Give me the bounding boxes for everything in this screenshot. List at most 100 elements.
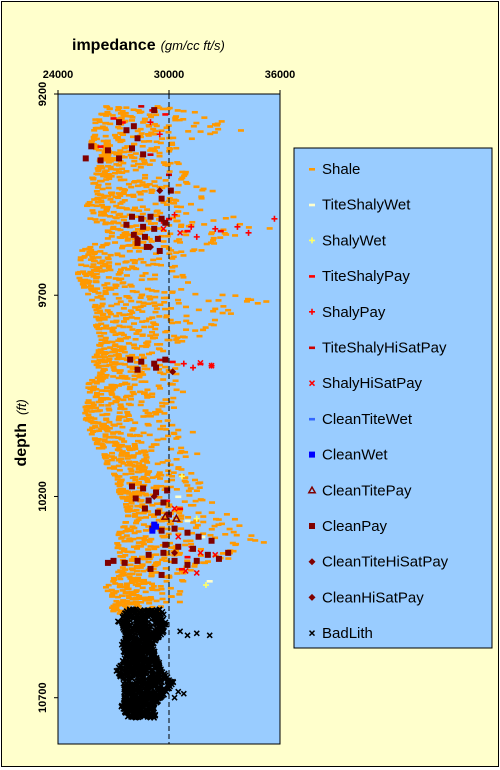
shale-point [121,574,127,577]
shale-point [127,577,133,580]
shale-point [178,225,184,228]
shale-point [119,171,125,174]
shale-point [210,310,216,313]
legend-marker [309,418,315,421]
shale-point [107,108,113,111]
shale-point [180,254,186,257]
shale-point [130,435,136,438]
legend-label: CleanHiSatPay [322,589,424,606]
shale-point [135,185,141,188]
shale-point [149,191,155,194]
shale-point [104,460,110,463]
shale-point [191,125,197,128]
shale-point [148,449,154,452]
shale-point [185,130,191,133]
shale-point [90,178,96,181]
shale-point [134,566,140,569]
shale-point [160,425,166,428]
shale-point [124,383,130,386]
shale-point [131,108,137,111]
shale-point [97,262,103,265]
shale-point [89,433,95,436]
shale-point [131,143,137,146]
shale-point [140,205,146,208]
shale-point [116,575,122,578]
shale-point [192,293,198,296]
shale-point [228,312,234,315]
shale-point [188,569,194,572]
shale-point [123,303,129,306]
shale-point [196,511,202,514]
shale-point [177,241,183,244]
shale-point [160,378,166,381]
shale-point [117,551,123,554]
shale-point [139,400,145,403]
cleanpay-point [131,123,137,129]
shale-point [186,490,192,493]
shale-point [234,534,240,537]
shale-point [183,481,189,484]
shale-point [84,204,90,207]
shale-point [163,567,169,570]
shale-point [121,320,127,323]
shale-point [110,432,116,435]
shale-point [128,603,134,606]
shale-point [194,489,200,492]
shale-point [209,528,215,531]
shale-point [186,494,192,497]
shale-point [165,435,171,438]
shale-point [189,221,195,224]
shale-point [108,355,114,358]
shale-point [101,284,107,287]
shale-point [157,471,163,474]
shale-point [181,110,187,113]
shale-point [212,525,218,528]
shale-point [117,141,123,144]
shale-point [117,229,123,232]
cleanpay-point [140,485,146,491]
shale-point [115,571,121,574]
shale-point [173,199,179,202]
shale-point [177,119,183,122]
shale-point [156,177,162,180]
shale-point [165,108,171,111]
shale-point [187,322,193,325]
shale-point [133,338,139,341]
shale-point [138,193,144,196]
shale-point [146,220,152,223]
shale-point [122,473,128,476]
legend-item-shalyhisatpay: ShalyHiSatPay [310,375,423,392]
shale-point [190,250,196,253]
shale-point [204,243,210,246]
shale-point [106,187,112,190]
shale-point [108,222,114,225]
shale-point [162,308,168,311]
legend-item-cleantitehisatpay: CleanTiteHiSatPay [309,554,449,571]
shale-point [105,404,111,407]
shale-point [106,409,112,412]
shale-point [109,232,115,235]
shale-point [160,438,166,441]
shale-point [136,573,142,576]
shale-point [140,586,146,589]
shale-point [104,341,110,344]
shale-point [130,209,136,212]
shale-point [148,222,154,225]
shale-point [116,297,122,300]
shale-point [143,272,149,275]
shale-point [141,163,147,166]
legend-item-cleantitewet: CleanTiteWet [309,411,413,428]
shale-point [89,299,95,302]
shale-point [109,595,115,598]
shale-point [155,463,161,466]
cleanpay-point [162,220,168,226]
shale-point [152,328,158,331]
shale-point [132,207,138,210]
shale-point [162,331,168,334]
shale-point [207,133,213,136]
shale-point [96,184,102,187]
shale-point [110,610,116,613]
shale-point [160,350,166,353]
shale-point [127,244,133,247]
